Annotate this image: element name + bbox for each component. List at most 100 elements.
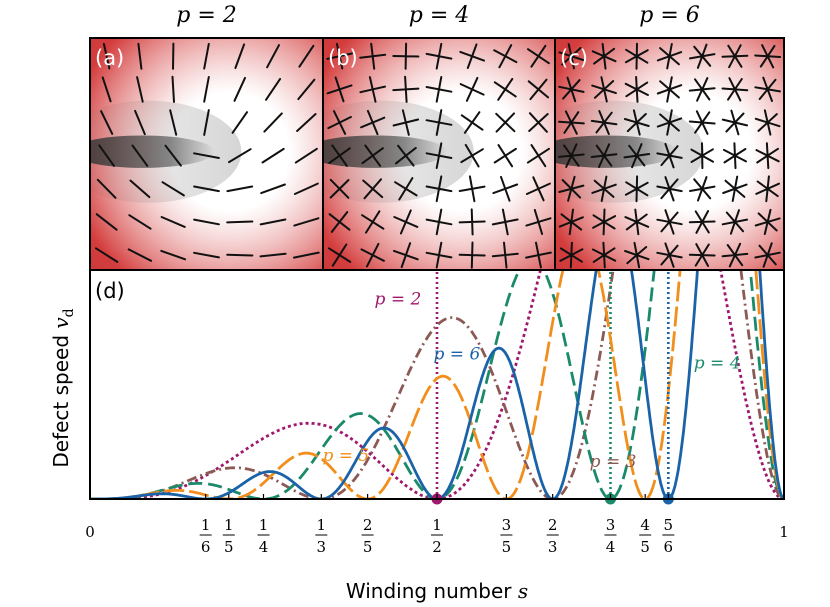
director-glyph xyxy=(226,220,254,224)
director-glyph xyxy=(266,44,280,69)
director-glyph xyxy=(425,142,453,169)
director-glyph xyxy=(458,175,486,203)
director-glyph xyxy=(656,76,683,103)
director-glyph xyxy=(656,109,683,136)
director-glyph xyxy=(128,214,152,230)
director-glyph xyxy=(263,112,283,133)
panel-label: (b) xyxy=(328,46,358,70)
director-glyph xyxy=(458,208,486,236)
director-glyph xyxy=(392,75,420,103)
x-tick-numerator: 3 xyxy=(502,516,512,534)
director-glyph xyxy=(359,76,386,103)
director-glyph xyxy=(226,185,254,193)
director-glyph xyxy=(425,175,453,203)
director-glyph xyxy=(294,147,318,164)
panel-title: p = 4 xyxy=(409,3,470,28)
director-glyph xyxy=(359,42,387,70)
director-glyph xyxy=(754,76,781,102)
director-glyph xyxy=(95,213,118,231)
director-glyph xyxy=(326,42,353,70)
director-glyph xyxy=(722,142,747,170)
director-glyph xyxy=(361,210,385,234)
director-glyph xyxy=(754,242,781,268)
director-glyph xyxy=(160,216,186,228)
x-tick-numerator: 2 xyxy=(548,516,558,534)
y-axis-label: Defect speed vd xyxy=(49,308,77,467)
director-glyph xyxy=(360,109,386,136)
x-tick-denominator: 5 xyxy=(640,538,650,556)
director-glyph xyxy=(394,177,418,201)
x-tick-label: 1 xyxy=(779,523,789,541)
x-axis-label: Winding number s xyxy=(346,579,528,603)
defect-field-panels: (a) p = 2 (b) p = 4 (c) p = 6 xyxy=(89,3,785,271)
director-glyph xyxy=(558,175,585,202)
director-glyph xyxy=(98,144,115,167)
director-glyph xyxy=(689,176,716,202)
director-glyph xyxy=(259,252,287,258)
director-glyph xyxy=(590,110,618,135)
director-glyph xyxy=(592,208,617,236)
x-tick-denominator: 3 xyxy=(548,538,558,556)
director-glyph xyxy=(260,183,286,195)
director-glyph xyxy=(328,211,351,233)
panel-c: (c) p = 6 xyxy=(554,3,785,271)
director-glyph xyxy=(656,242,683,268)
x-tick-numerator: 1 xyxy=(224,516,234,534)
x-tick-numerator: 2 xyxy=(363,516,373,534)
director-glyph xyxy=(326,76,353,103)
panel-a: (a) p = 2 xyxy=(89,3,324,271)
director-glyph xyxy=(298,44,315,68)
director-glyph xyxy=(425,208,453,236)
director-glyph xyxy=(127,248,153,262)
x-tick-denominator: 2 xyxy=(432,538,442,556)
director-glyph xyxy=(754,109,781,136)
director-glyph xyxy=(458,241,486,269)
x-tick-denominator: 6 xyxy=(201,538,211,556)
director-glyph xyxy=(493,77,517,101)
director-glyph xyxy=(134,109,146,136)
director-glyph xyxy=(624,208,650,236)
director-glyph xyxy=(624,76,649,103)
defect-halo xyxy=(323,100,474,203)
director-glyph xyxy=(528,112,549,133)
x-tick-denominator: 5 xyxy=(502,538,512,556)
x-tick-denominator: 4 xyxy=(606,538,616,556)
director-glyph xyxy=(493,144,517,168)
series-label-p2: p = 2 xyxy=(375,289,422,309)
panel-label: (d) xyxy=(95,279,125,303)
director-glyph xyxy=(96,178,117,199)
director-glyph xyxy=(721,77,749,102)
director-glyph xyxy=(558,143,585,168)
x-tick-denominator: 6 xyxy=(664,538,674,556)
director-glyph xyxy=(265,77,282,101)
director-glyph xyxy=(164,144,182,167)
director-glyph xyxy=(161,181,185,197)
director-glyph xyxy=(233,76,246,102)
director-glyph xyxy=(171,75,175,103)
director-glyph xyxy=(591,175,617,202)
director-glyph xyxy=(624,42,649,70)
director-glyph xyxy=(656,142,683,169)
director-glyph xyxy=(129,179,151,199)
director-glyph xyxy=(193,185,220,193)
director-glyph xyxy=(558,110,585,135)
director-glyph xyxy=(362,178,384,200)
director-glyph xyxy=(193,152,220,159)
director-glyph xyxy=(721,209,749,235)
director-glyph xyxy=(231,111,248,134)
director-glyph xyxy=(527,44,550,68)
director-glyph xyxy=(293,182,319,195)
director-glyph xyxy=(160,249,187,261)
director-glyphs xyxy=(558,42,782,269)
director-glyph xyxy=(591,76,617,103)
director-glyph xyxy=(525,208,552,235)
director-glyph xyxy=(261,147,285,164)
director-glyph xyxy=(203,42,210,70)
director-glyph xyxy=(259,218,287,226)
director-glyph xyxy=(234,43,246,69)
director-glyph xyxy=(95,247,119,263)
director-glyph xyxy=(525,176,551,202)
director-glyph xyxy=(623,109,650,136)
defect-halo xyxy=(90,100,242,203)
